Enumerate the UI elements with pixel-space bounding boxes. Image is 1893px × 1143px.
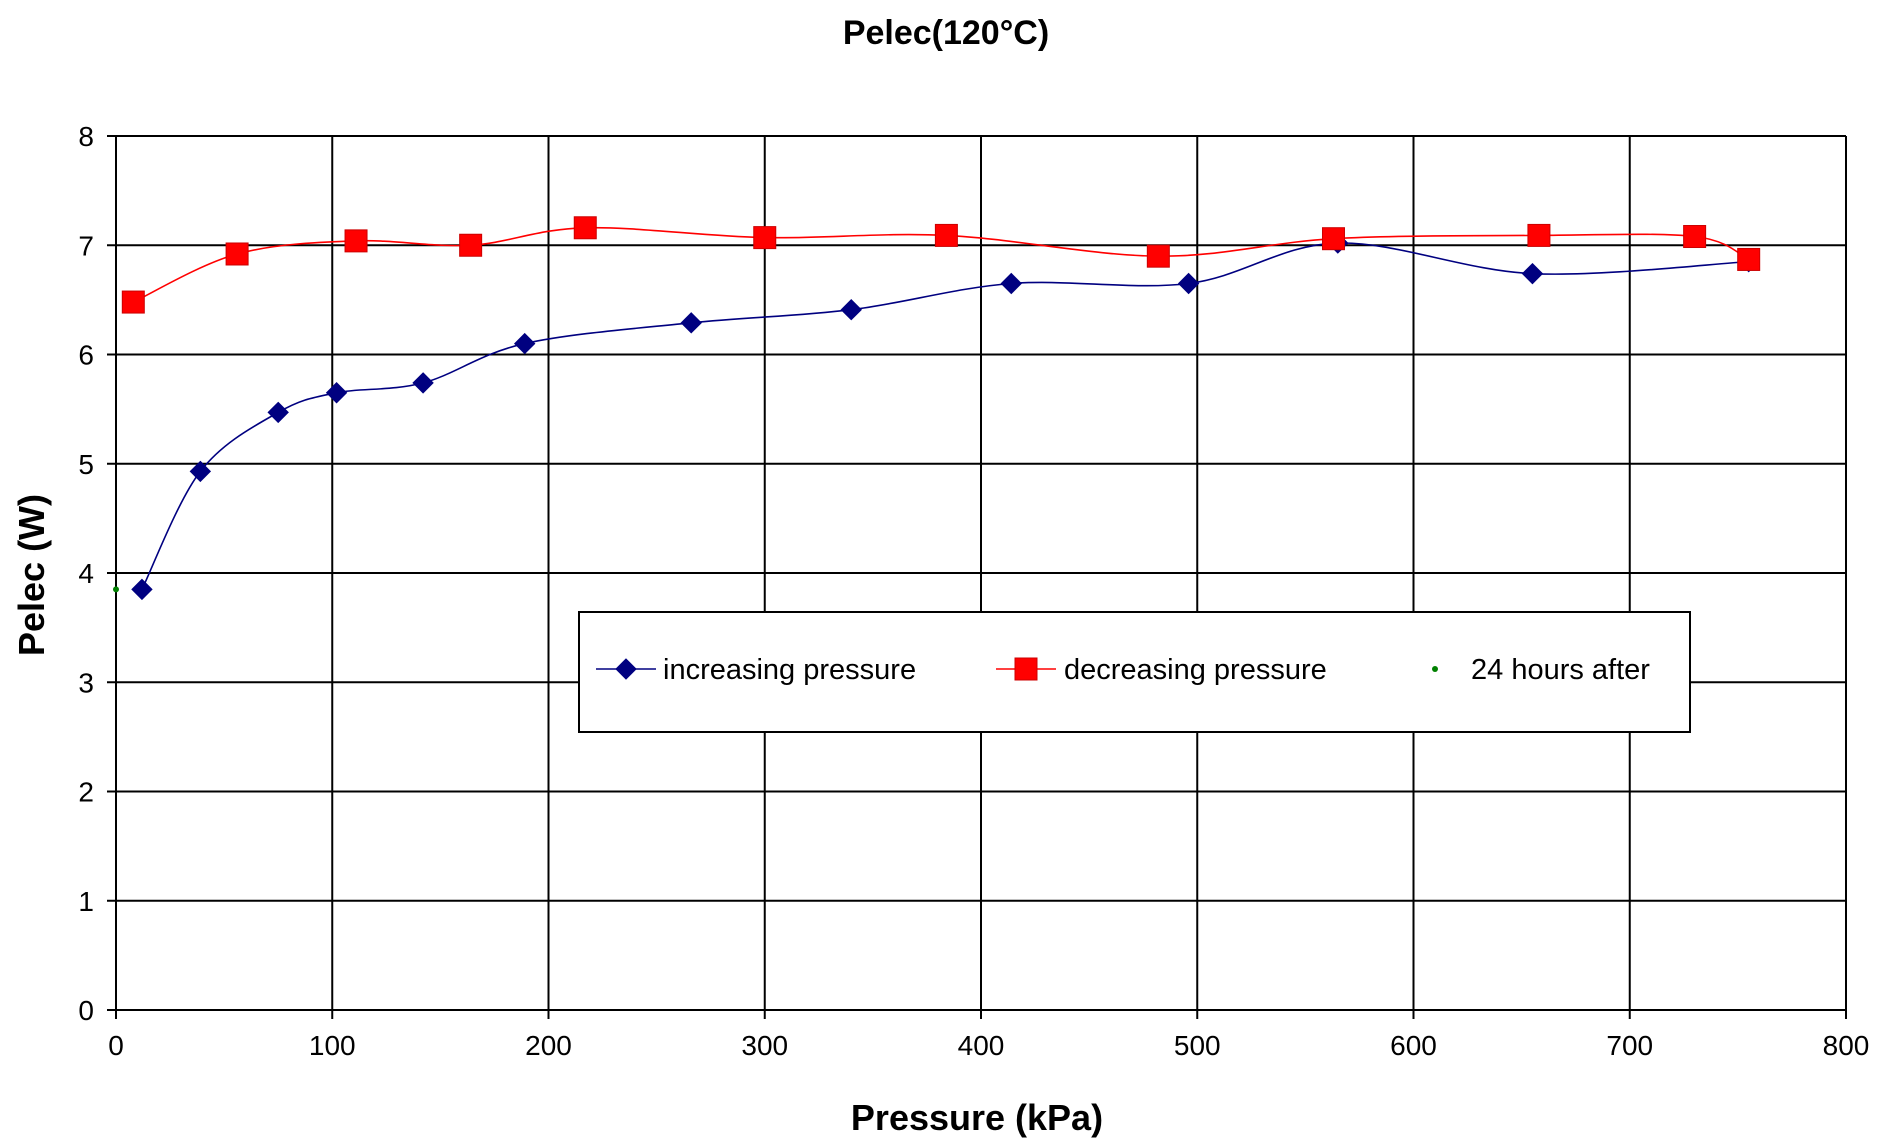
data-point [1521, 262, 1544, 285]
data-point [325, 382, 348, 404]
data-point [1146, 244, 1170, 268]
series-layer [113, 216, 1761, 601]
x-tick-label: 800 [1823, 1030, 1870, 1061]
legend-label: decreasing pressure [1064, 654, 1327, 686]
x-tick-label: 200 [525, 1030, 572, 1061]
x-tick-label: 400 [958, 1030, 1005, 1061]
data-point [267, 401, 289, 424]
data-point [1177, 272, 1200, 295]
x-tick-label: 500 [1174, 1030, 1221, 1061]
legend-item: decreasing pressure [996, 654, 1327, 686]
legend-label: increasing pressure [663, 654, 916, 686]
y-tick-label: 5 [78, 449, 94, 480]
data-point [189, 460, 212, 483]
data-point [1321, 227, 1345, 251]
series-1 [121, 216, 1761, 314]
x-tick-label: 600 [1390, 1030, 1437, 1061]
x-tick-label: 300 [741, 1030, 788, 1061]
y-tick-label: 0 [78, 995, 94, 1026]
x-tick-label: 0 [108, 1030, 124, 1061]
legend-marker [1432, 666, 1438, 672]
data-point [680, 312, 702, 334]
y-tick-label: 1 [78, 886, 94, 917]
data-point [412, 372, 434, 394]
legend-marker [615, 658, 637, 680]
data-point [131, 578, 153, 601]
y-tick-label: 7 [78, 230, 94, 261]
data-point [840, 299, 862, 321]
data-point [459, 233, 483, 257]
data-point [514, 332, 536, 355]
series-2 [113, 586, 119, 593]
data-point [225, 242, 249, 266]
x-tick-label: 100 [309, 1030, 356, 1061]
grid-layer [116, 135, 1847, 1010]
y-tick-label: 4 [78, 558, 94, 589]
y-tick-label: 6 [78, 340, 94, 371]
legend-item: increasing pressure [596, 654, 916, 686]
data-point [573, 216, 597, 240]
data-point [121, 290, 145, 314]
y-axis-label: Pelec (W) [11, 494, 52, 656]
legend-item: 24 hours after [1432, 654, 1650, 686]
data-point [1737, 247, 1761, 271]
series-0 [131, 232, 1760, 601]
data-point [934, 223, 958, 247]
legend-marker [1014, 657, 1038, 681]
y-tick-label: 3 [78, 667, 94, 698]
chart-title: Pelec(120°C) [843, 14, 1049, 52]
data-point [1527, 223, 1551, 247]
series-line [141, 242, 1749, 590]
y-tick-label: 2 [78, 777, 94, 808]
x-axis-label: Pressure (kPa) [851, 1097, 1103, 1138]
legend-box [578, 611, 1691, 733]
data-point [113, 586, 119, 593]
data-point [1683, 225, 1707, 249]
data-point [753, 226, 777, 250]
y-tick-label: 8 [78, 121, 94, 152]
data-point [344, 229, 368, 253]
data-point [1000, 272, 1022, 295]
legend: increasing pressure decreasing pressure 24… [578, 611, 1691, 733]
x-tick-label: 700 [1606, 1030, 1653, 1061]
legend-label: 24 hours after [1471, 654, 1650, 686]
axis-layer: 0 1 2 3 4 5 6 7 8 0 100 200 300 400 500 600 700 800 [78, 121, 1869, 1061]
